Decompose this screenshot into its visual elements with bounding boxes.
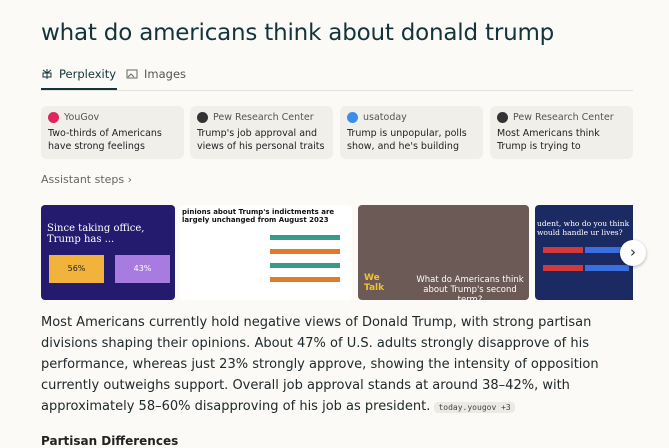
tab-images[interactable]: Images: [126, 67, 186, 81]
source-text: Two-thirds of Americans have strong feel…: [48, 128, 162, 152]
source-card[interactable]: YouGov Two-thirds of Americans have stron…: [41, 106, 184, 159]
assistant-steps-label: Assistant steps: [41, 173, 125, 186]
answer: Most Americans currently hold negative v…: [41, 312, 631, 418]
answer-text: Most Americans currently hold negative v…: [41, 315, 599, 414]
citation-more: +3: [501, 403, 511, 412]
tab-perplexity[interactable]: Perplexity: [41, 67, 116, 81]
source-text: Trump's job approval and views of his pe…: [197, 128, 325, 152]
image-decor: [543, 247, 583, 253]
icon: [126, 69, 138, 79]
image-value: 43%: [115, 255, 170, 283]
image-decor: [585, 265, 629, 271]
tab-label: Images: [144, 67, 187, 81]
source-card[interactable]: usatoday Trump is unpopular, polls show, …: [340, 106, 483, 159]
citation-source: today.yougov: [438, 403, 497, 412]
image-thumb[interactable]: pinions about Trump's indictments are la…: [180, 205, 352, 300]
image-decor: [270, 249, 340, 254]
image-title: udent, who do you think would handle ur …: [537, 219, 630, 237]
image-decor: [585, 247, 629, 253]
icon: [42, 69, 52, 79]
image-title: pinions about Trump's indictments are la…: [182, 208, 335, 224]
tab-underline: [41, 88, 117, 90]
source-site: usatoday: [363, 112, 407, 123]
image-decor: [270, 235, 340, 240]
image-decor: [270, 277, 340, 282]
image-title: What do Americans think about Trump's se…: [416, 275, 524, 300]
source-text: Most Americans think Trump is trying to …: [497, 128, 600, 152]
source-site: Pew Research Center: [513, 112, 614, 123]
source-site: Pew Research Center: [213, 112, 314, 123]
section-heading: Partisan Differences: [41, 434, 179, 448]
source-card[interactable]: Pew Research Center Trump's job approval …: [190, 106, 333, 159]
source-card[interactable]: Pew Research Center Most Americans think …: [490, 106, 633, 159]
image-thumb[interactable]: udent, who do you think would handle ur …: [535, 205, 633, 300]
image-decor: [270, 263, 340, 268]
source-site: YouGov: [64, 112, 100, 123]
image-decor: [543, 265, 583, 271]
citation[interactable]: today.yougov +3: [434, 402, 515, 413]
page-title: what do americans think about donald tru…: [41, 20, 555, 46]
next-button[interactable]: ›: [620, 240, 646, 266]
image-value: 56%: [49, 255, 104, 283]
image-badge: We Talk: [364, 273, 385, 293]
image-thumb[interactable]: We Talk What do Americans think about Tr…: [358, 205, 529, 300]
assistant-steps[interactable]: Assistant steps ›: [41, 173, 133, 186]
image-title: Since taking office, Trump has ...: [47, 223, 145, 245]
tab-label: Perplexity: [59, 67, 117, 81]
image-thumb[interactable]: Since taking office, Trump has ... 56% 4…: [41, 205, 175, 300]
source-text: Trump is unpopular, polls show, and he's…: [347, 128, 467, 152]
divider: [41, 90, 633, 91]
